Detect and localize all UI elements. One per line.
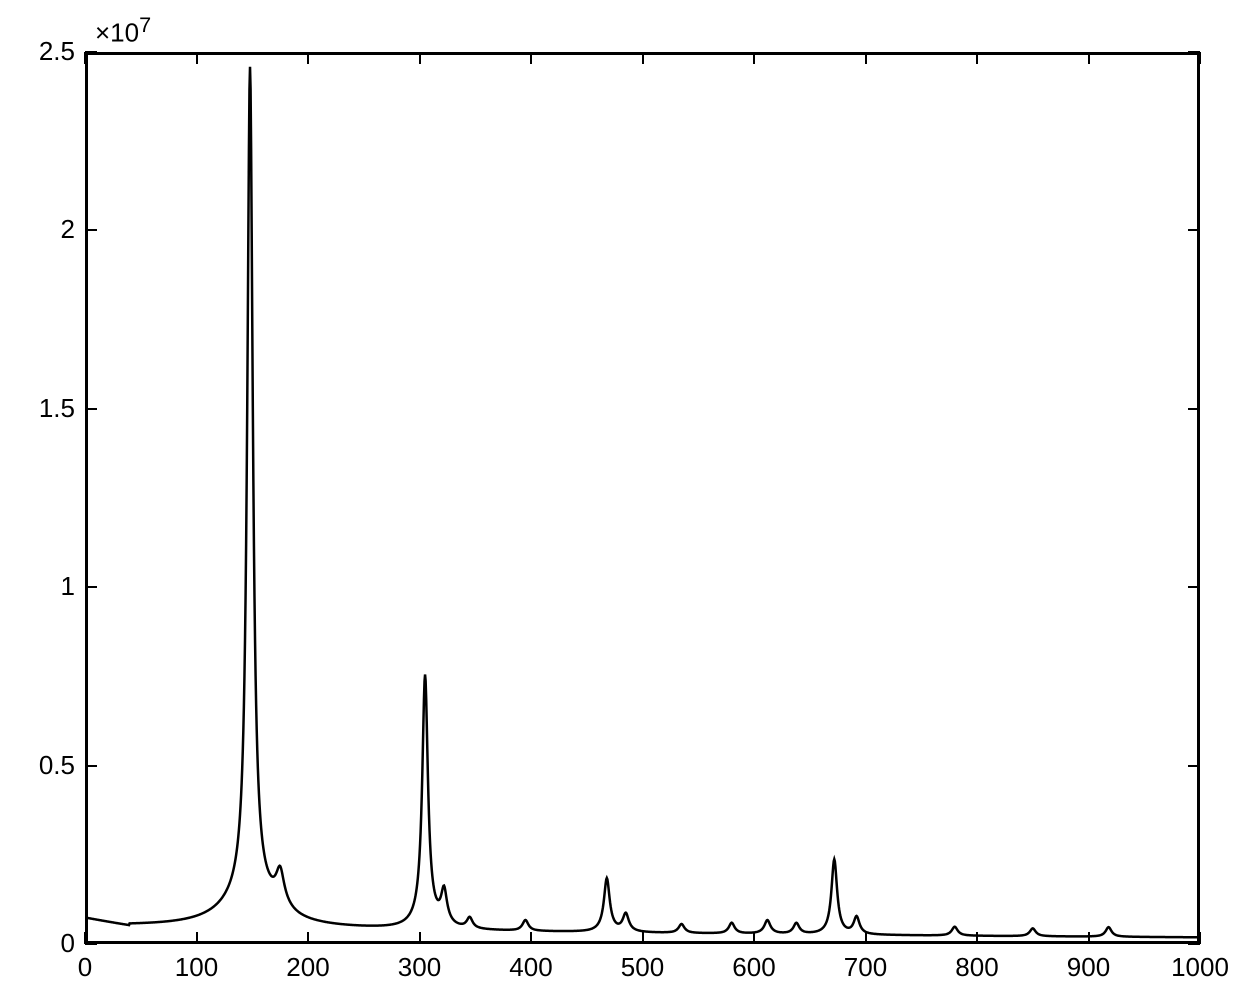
y-tick bbox=[85, 765, 97, 767]
x-tick-label: 300 bbox=[390, 952, 450, 983]
x-tick bbox=[865, 932, 867, 944]
y-tick bbox=[1188, 765, 1200, 767]
x-tick-label: 500 bbox=[613, 952, 673, 983]
x-tick-label: 100 bbox=[167, 952, 227, 983]
y-tick-label: 0.5 bbox=[39, 750, 75, 781]
spectrum-chart: ×107 0100200300400500600700800900100000.… bbox=[0, 0, 1240, 1004]
x-tick bbox=[196, 52, 198, 64]
x-tick bbox=[307, 52, 309, 64]
y-tick bbox=[85, 408, 97, 410]
x-tick bbox=[419, 52, 421, 64]
x-tick bbox=[1088, 52, 1090, 64]
x-tick-label: 700 bbox=[836, 952, 896, 983]
x-tick-label: 800 bbox=[947, 952, 1007, 983]
spectrum-line bbox=[85, 67, 1200, 938]
y-tick bbox=[85, 943, 97, 945]
y-tick-label: 1 bbox=[61, 571, 75, 602]
y-tick bbox=[1188, 586, 1200, 588]
x-tick bbox=[976, 52, 978, 64]
x-tick bbox=[307, 932, 309, 944]
y-tick-label: 2 bbox=[61, 214, 75, 245]
exponent-prefix: ×10 bbox=[95, 18, 139, 48]
x-tick-label: 200 bbox=[278, 952, 338, 983]
x-tick bbox=[419, 932, 421, 944]
x-tick bbox=[642, 932, 644, 944]
x-tick bbox=[530, 932, 532, 944]
x-tick bbox=[84, 52, 86, 64]
y-tick bbox=[1188, 229, 1200, 231]
y-tick bbox=[85, 51, 97, 53]
y-tick bbox=[1188, 51, 1200, 53]
x-tick bbox=[530, 52, 532, 64]
x-tick bbox=[865, 52, 867, 64]
y-tick bbox=[85, 229, 97, 231]
x-tick-label: 600 bbox=[724, 952, 784, 983]
exponent-value: 7 bbox=[139, 12, 151, 37]
x-tick-label: 400 bbox=[501, 952, 561, 983]
x-tick bbox=[196, 932, 198, 944]
x-tick-label: 1000 bbox=[1170, 952, 1230, 983]
x-tick bbox=[753, 52, 755, 64]
spectrum-line-svg bbox=[0, 0, 1240, 1004]
x-tick bbox=[753, 932, 755, 944]
x-tick bbox=[642, 52, 644, 64]
y-tick-label: 1.5 bbox=[39, 393, 75, 424]
y-tick bbox=[85, 586, 97, 588]
y-tick-label: 2.5 bbox=[39, 36, 75, 67]
x-tick-label: 900 bbox=[1059, 952, 1119, 983]
y-tick bbox=[1188, 943, 1200, 945]
y-tick-label: 0 bbox=[61, 928, 75, 959]
x-tick bbox=[976, 932, 978, 944]
x-tick bbox=[1199, 52, 1201, 64]
y-tick bbox=[1188, 408, 1200, 410]
y-exponent-label: ×107 bbox=[95, 12, 151, 49]
x-tick bbox=[1088, 932, 1090, 944]
